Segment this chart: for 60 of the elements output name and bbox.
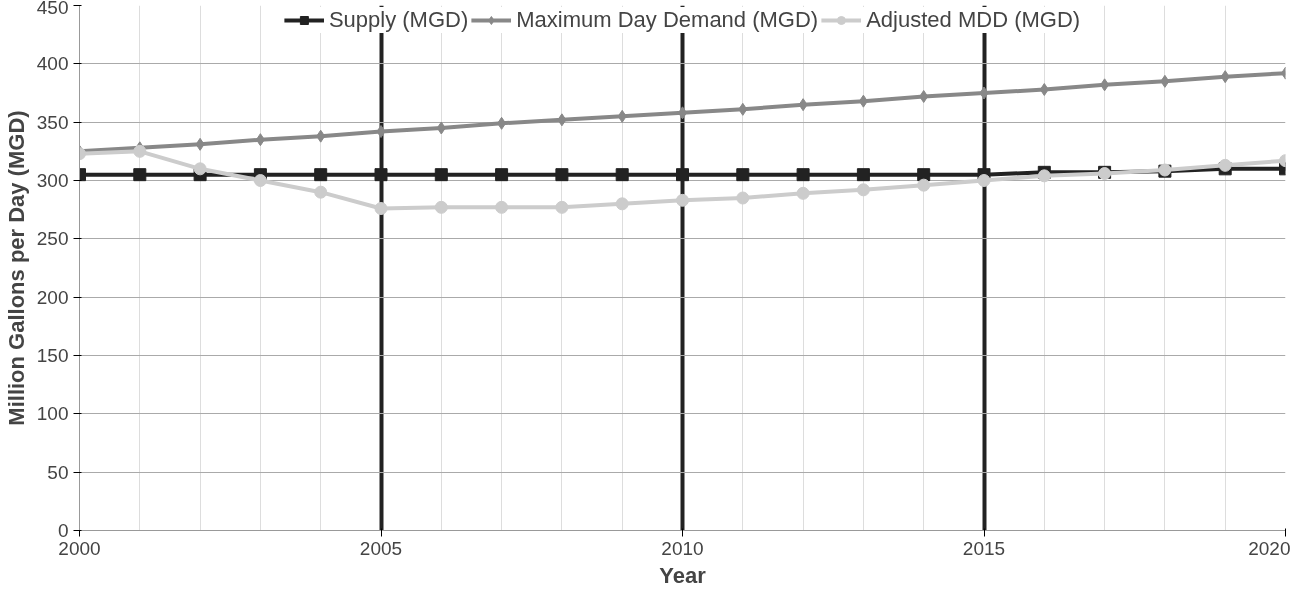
- y-tick-label: 50: [47, 461, 69, 483]
- point: [255, 133, 265, 147]
- point: [796, 186, 810, 200]
- point: [434, 200, 448, 214]
- legend-label: Adjusted MDD (MGD): [866, 7, 1081, 33]
- point: [133, 168, 147, 182]
- point: [253, 174, 267, 187]
- y-axis-title: Million Gallons per Day (MGD): [3, 110, 29, 426]
- y-tick-label: 300: [36, 170, 69, 191]
- point: [193, 162, 207, 176]
- x-tick-label: 2005: [359, 537, 403, 559]
- point: [436, 121, 446, 135]
- point: [615, 197, 629, 211]
- point: [917, 178, 931, 192]
- x-tick-label: 2010: [661, 537, 704, 559]
- point: [1218, 158, 1232, 172]
- point: [738, 102, 748, 116]
- point: [796, 168, 810, 182]
- point: [979, 86, 989, 100]
- point: [557, 113, 567, 127]
- y-tick-label: 150: [36, 345, 69, 366]
- point: [374, 168, 388, 182]
- point: [316, 129, 326, 143]
- legend-label: Maximum Day Demand (MGD): [516, 7, 819, 33]
- y-tick-label: 350: [36, 111, 69, 133]
- y-tick-label: 100: [36, 403, 69, 425]
- point: [374, 202, 388, 215]
- point: [736, 168, 750, 182]
- point: [495, 168, 509, 182]
- point: [617, 109, 627, 123]
- point: [434, 168, 448, 182]
- point: [376, 125, 386, 138]
- point: [676, 168, 689, 182]
- x-axis-title: Year: [659, 562, 707, 588]
- point: [858, 94, 868, 108]
- x-tick-label: 2015: [962, 537, 1006, 559]
- point: [1100, 78, 1110, 92]
- y-tick-label: 450: [36, 0, 69, 18]
- point: [555, 168, 569, 182]
- point: [856, 168, 870, 182]
- point: [856, 183, 870, 197]
- point: [314, 185, 328, 199]
- x-tick-label: 2020: [1248, 537, 1291, 559]
- y-tick-label: 400: [36, 53, 69, 75]
- point: [314, 168, 328, 182]
- point: [676, 193, 689, 207]
- point: [1037, 169, 1051, 183]
- point: [736, 191, 750, 205]
- point: [798, 98, 808, 112]
- point: [1220, 70, 1230, 84]
- point: [615, 168, 629, 182]
- point: [1160, 74, 1170, 88]
- legend-label: Supply (MGD): [328, 7, 469, 33]
- point: [497, 116, 507, 130]
- point: [555, 200, 569, 214]
- y-tick-label: 200: [36, 286, 69, 308]
- y-tick-label: 250: [36, 228, 69, 250]
- point: [977, 174, 991, 187]
- point: [495, 200, 509, 214]
- point: [195, 137, 205, 151]
